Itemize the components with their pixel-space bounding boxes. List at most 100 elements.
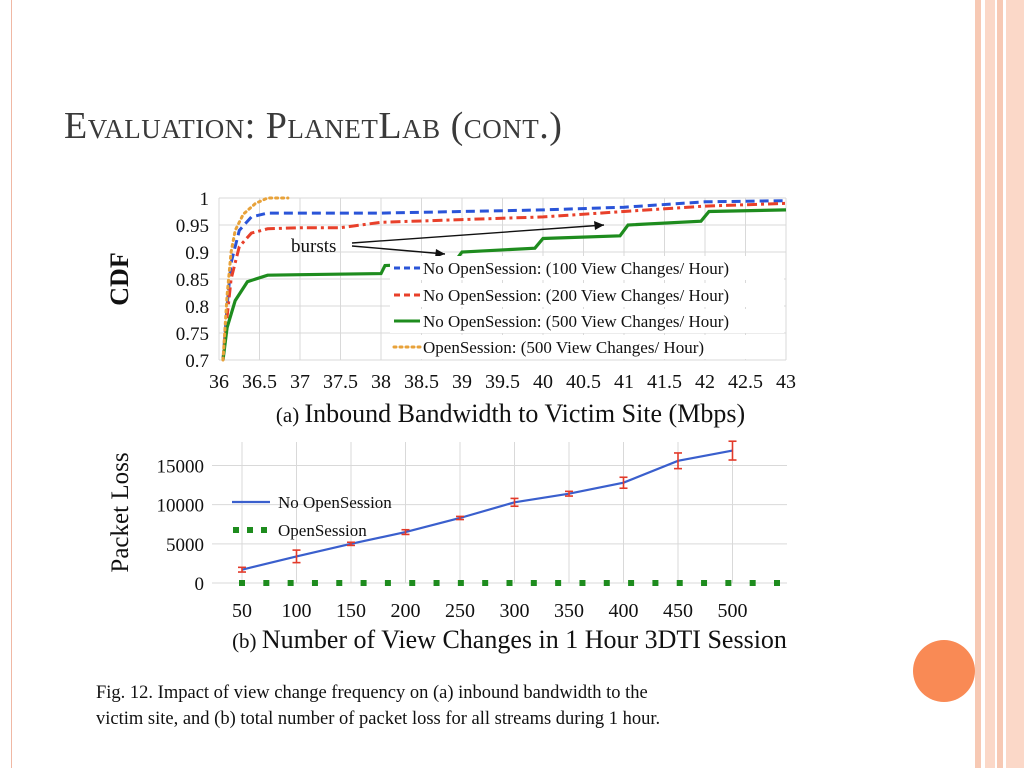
y-tick-label: 0.85 [176, 270, 209, 291]
opensession-marker [360, 580, 367, 586]
series-line [221, 201, 787, 361]
opensession-marker [725, 580, 732, 586]
decor-stripe [975, 0, 981, 768]
annotation-arrow [351, 224, 605, 244]
legend-label: OpenSession: (500 View Changes/ Hour) [423, 338, 704, 357]
y-tick-label: 0.75 [176, 324, 209, 345]
figure: 36 36.5 37 37.5 38 38.5 39 39.5 40 40.5 41 41.5 42 42… [96, 189, 796, 729]
x-tick-label: 300 [500, 600, 530, 622]
decor-circle [913, 640, 975, 702]
x-tick-label: 500 [718, 600, 748, 622]
opensession-marker [676, 580, 683, 586]
y-tick-label: 0.95 [176, 216, 209, 237]
legend-swatch [233, 527, 239, 533]
x-tick-label: 42 [695, 371, 715, 393]
annotation-arrow [351, 245, 446, 255]
legend-label: OpenSession [278, 521, 367, 540]
panel-label: (a) [276, 403, 305, 427]
opensession-marker [384, 580, 391, 586]
x-tick-label: 38.5 [404, 371, 439, 393]
legend-label: No OpenSession: (200 View Changes/ Hour) [423, 286, 729, 305]
x-tick-label: 100 [282, 600, 312, 622]
slide-title: Evaluation: PlanetLab (cont.) [64, 105, 563, 147]
x-tick-label: 39.5 [485, 371, 520, 393]
opensession-marker [628, 580, 635, 586]
x-tick-label: 36.5 [242, 371, 277, 393]
legend-label: No OpenSession [278, 493, 392, 512]
opensession-marker [749, 580, 756, 586]
x-tick-label: 41.5 [647, 371, 682, 393]
x-tick-label: 43 [776, 371, 796, 393]
x-tick-label: 40.5 [566, 371, 601, 393]
legend-bg [390, 335, 784, 359]
opensession-marker [603, 580, 610, 586]
opensession-marker [409, 580, 416, 586]
x-tick-label: 37.5 [323, 371, 358, 393]
opensession-marker [530, 580, 537, 586]
panel-label: (b) [232, 629, 262, 653]
bursts-annotation: bursts [291, 236, 336, 257]
x-tick-label: 41 [614, 371, 634, 393]
opensession-marker [579, 580, 586, 586]
y-tick-label: 0.7 [185, 351, 209, 372]
legend-label: No OpenSession: (100 View Changes/ Hour) [423, 259, 729, 278]
x-tick-label: 36 [209, 371, 229, 393]
x-tick-label: 400 [609, 600, 639, 622]
series-line [241, 449, 733, 571]
y-tick-label: 1 [200, 189, 210, 210]
packet-loss-chart: 50 100 150 200 250 300 350 400 450 50005000100001… [107, 440, 787, 654]
series-line [221, 199, 787, 361]
legend-bg [390, 309, 784, 333]
figure-caption-line-2: victim site, and (b) total number of pac… [96, 709, 660, 729]
y-tick-label: 0.9 [185, 243, 209, 264]
x-tick-label: 42.5 [728, 371, 763, 393]
opensession-marker [263, 580, 270, 586]
opensession-marker [239, 580, 245, 586]
opensession-marker [287, 580, 294, 586]
opensession-marker [774, 580, 780, 586]
cdf-chart: 36 36.5 37 37.5 38 38.5 39 39.5 40 40.5 41 41.5 42 42… [105, 189, 796, 428]
y-tick-label: 0 [195, 574, 205, 595]
x-tick-label: 350 [554, 600, 584, 622]
x-axis-label: (a) Inbound Bandwidth to Victim Site (Mb… [276, 399, 745, 428]
x-tick-label: 38 [371, 371, 391, 393]
arrowhead [594, 221, 604, 230]
opensession-marker [652, 580, 659, 586]
x-axis-label-text: Inbound Bandwidth to Victim Site (Mbps) [304, 399, 745, 428]
x-axis-label-text: Number of View Changes in 1 Hour 3DTI Se… [262, 625, 787, 654]
x-tick-label: 40 [533, 371, 553, 393]
x-tick-label: 450 [663, 600, 693, 622]
series-line [221, 196, 290, 362]
y-tick-label: 5000 [166, 535, 204, 556]
opensession-marker [482, 580, 489, 586]
figure-caption-line-1: Fig. 12. Impact of view change frequency… [96, 683, 648, 703]
opensession-marker [433, 580, 440, 586]
y-axis-label: Packet Loss [107, 452, 134, 572]
opensession-marker [311, 580, 318, 586]
legend-label: No OpenSession: (500 View Changes/ Hour) [423, 312, 729, 331]
opensession-marker [336, 580, 343, 586]
arrowhead [435, 249, 445, 258]
x-tick-label: 39 [452, 371, 472, 393]
x-tick-label: 150 [336, 600, 366, 622]
left-frame-border [0, 0, 12, 768]
x-tick-label: 50 [232, 600, 252, 622]
opensession-marker [506, 580, 513, 586]
decor-stripe [985, 0, 995, 768]
y-tick-label: 10000 [157, 496, 205, 517]
legend-swatch [261, 527, 267, 533]
opensession-marker [555, 580, 562, 586]
opensession-marker [701, 580, 708, 586]
y-axis-label: CDF [105, 252, 134, 305]
decor-stripe [1006, 0, 1024, 768]
x-tick-label: 37 [290, 371, 310, 393]
opensession-marker [457, 580, 464, 586]
legend-bg [390, 283, 784, 307]
decor-stripe [997, 0, 1003, 768]
legend-bg [390, 256, 784, 280]
x-tick-label: 250 [445, 600, 475, 622]
x-tick-label: 200 [391, 600, 421, 622]
x-axis-label: (b) Number of View Changes in 1 Hour 3DT… [232, 625, 787, 654]
y-tick-label: 0.8 [185, 297, 209, 318]
y-tick-label: 15000 [157, 457, 205, 478]
